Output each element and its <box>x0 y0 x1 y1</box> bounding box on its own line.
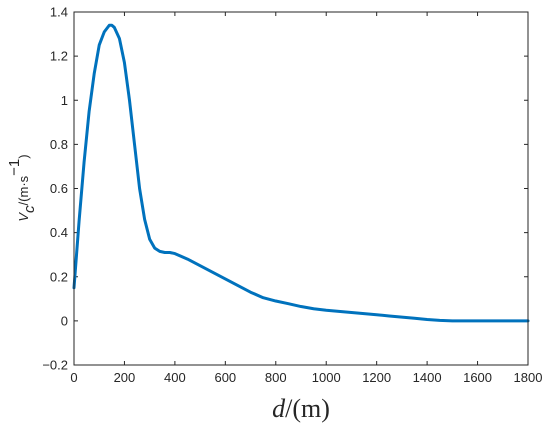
x-tick-label: 400 <box>164 370 186 385</box>
x-tick-label: 1200 <box>362 370 391 385</box>
y-axis-title: Vc/(m·s−1) <box>6 154 38 221</box>
x-tick-label: 200 <box>114 370 136 385</box>
y-tick-label: 1.2 <box>50 49 68 64</box>
y-axis-title-subscript: c <box>21 205 38 213</box>
x-axis-title: d/(m) <box>272 394 330 423</box>
y-tick-label: 1.4 <box>50 5 68 20</box>
axis-tick-labels: 0 200 400 600 800 1000 1200 1400 1600 1800−0.200.… <box>42 5 542 386</box>
x-axis-title-unit: /(m) <box>285 394 330 423</box>
x-tick-label: 1400 <box>413 370 442 385</box>
x-axis-title-symbol: d <box>272 394 286 423</box>
y-tick-label: 0.8 <box>50 137 68 152</box>
y-axis-title-exponent: −1 <box>6 159 23 176</box>
x-tick-label: 0 <box>70 370 77 385</box>
y-axis-title-unit: /(m·s <box>16 175 31 205</box>
x-tick-label: 1800 <box>514 370 543 385</box>
series-line <box>72 23 530 323</box>
x-tick-label: 600 <box>214 370 236 385</box>
plot-frame <box>73 11 529 366</box>
x-tick-label: 800 <box>265 370 287 385</box>
y-tick-label: 0.4 <box>50 225 68 240</box>
series-group <box>72 23 530 323</box>
x-tick-label: 1000 <box>312 370 341 385</box>
x-tick-label: 1600 <box>463 370 492 385</box>
y-axis-title-symbol: V <box>16 212 31 222</box>
y-tick-label: −0.2 <box>42 358 68 373</box>
plot-area <box>74 12 528 365</box>
y-tick-label: 0 <box>61 313 68 328</box>
y-tick-label: 1 <box>61 93 68 108</box>
y-axis-title-close: ) <box>16 154 31 158</box>
y-tick-label: 0.6 <box>50 181 68 196</box>
y-tick-label: 0.2 <box>50 269 68 284</box>
